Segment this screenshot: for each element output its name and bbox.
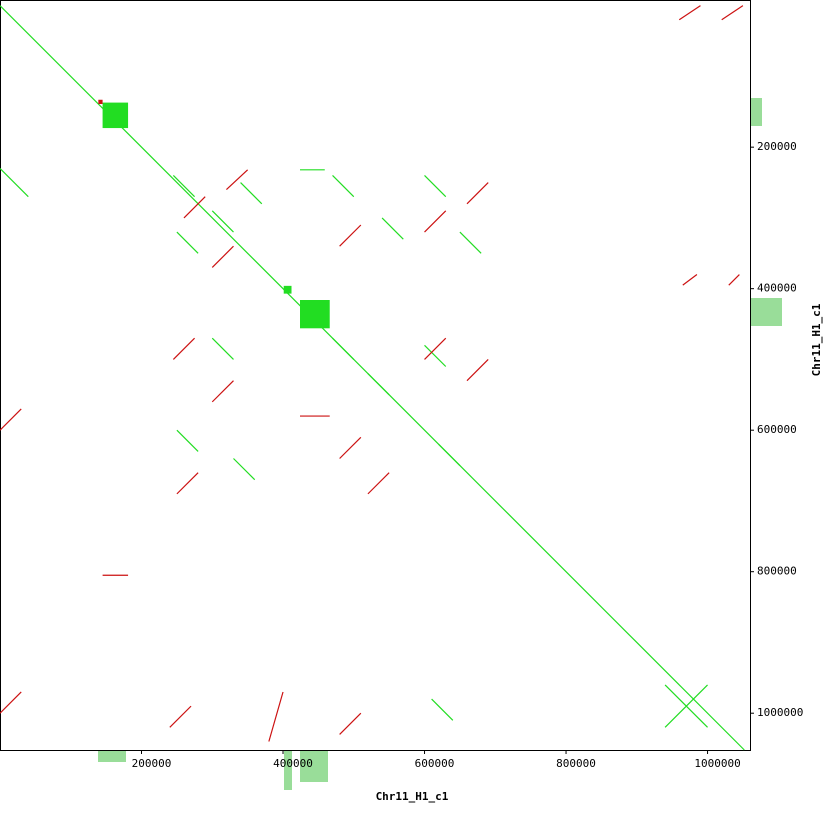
alignment-segment — [176, 231, 199, 254]
alignment-segment — [0, 691, 22, 714]
x-tick-label: 1000000 — [694, 757, 740, 770]
alignment-segment — [332, 175, 355, 198]
alignment-segment — [678, 5, 701, 21]
alignment-segment — [169, 705, 192, 728]
alignment-segment — [172, 175, 195, 198]
alignment-segment — [233, 458, 256, 481]
margin-histogram — [98, 98, 782, 790]
alignment-segment — [339, 436, 362, 459]
alignment-segment — [424, 344, 447, 367]
alignment-segment — [268, 691, 284, 742]
alignment-segment — [339, 712, 362, 735]
alignment-segment — [0, 408, 22, 431]
alignment-segment — [367, 472, 390, 495]
y-axis-label: Chr11_H1_c1 — [810, 303, 823, 376]
x-tick-label: 400000 — [273, 757, 313, 770]
y-tick-label: 800000 — [757, 565, 797, 578]
alignment-segment — [381, 217, 404, 240]
alignment-block — [102, 102, 129, 129]
alignment-segment — [211, 337, 234, 360]
alignment-segment — [459, 231, 482, 254]
histogram-bar — [300, 750, 328, 782]
y-tick-label: 400000 — [757, 282, 797, 295]
alignment-block — [283, 285, 292, 294]
alignment-segment — [176, 429, 199, 452]
histogram-bar — [284, 750, 292, 790]
plot-frame — [0, 0, 751, 751]
alignment-segment — [226, 169, 249, 191]
alignment-segment — [664, 684, 708, 728]
alignment-segment — [424, 337, 447, 360]
histogram-bar — [750, 298, 782, 326]
alignment-segment — [728, 274, 740, 286]
y-tick-label: 1000000 — [757, 706, 803, 719]
alignment-block — [98, 99, 103, 105]
alignment-segment — [332, 337, 355, 360]
y-tick-label: 200000 — [757, 140, 797, 153]
alignment-segment — [0, 167, 29, 198]
y-tick-label: 600000 — [757, 423, 797, 436]
alignment-segment — [431, 698, 454, 721]
alignment-segment — [466, 359, 489, 382]
alignment-segment — [466, 182, 489, 205]
alignment-segment — [424, 175, 447, 198]
x-tick-label: 600000 — [415, 757, 455, 770]
alignment-segment — [367, 373, 390, 396]
alignment-segment — [721, 5, 744, 21]
alignment-segment — [211, 245, 234, 268]
alignment-segment — [183, 196, 206, 219]
x-tick-label: 200000 — [132, 757, 172, 770]
alignment-segment — [211, 210, 234, 233]
alignment-segment — [424, 210, 447, 233]
alignment-segment — [339, 224, 362, 247]
alignment-segment — [176, 472, 199, 495]
histogram-bar — [750, 98, 762, 126]
alignment-segment — [211, 380, 234, 403]
histogram-bar — [98, 750, 126, 762]
alignment-block — [300, 300, 330, 329]
alignment-segment — [682, 274, 698, 286]
alignment-segment — [438, 443, 461, 466]
x-axis-label: Chr11_H1_c1 — [376, 790, 449, 803]
alignment-segment — [172, 337, 195, 360]
alignment-segment — [240, 182, 263, 205]
x-tick-label: 800000 — [556, 757, 596, 770]
